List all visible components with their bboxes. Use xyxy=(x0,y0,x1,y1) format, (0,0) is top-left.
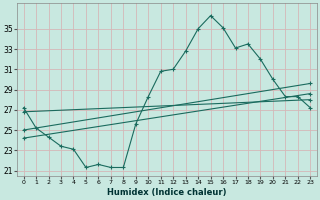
X-axis label: Humidex (Indice chaleur): Humidex (Indice chaleur) xyxy=(107,188,227,197)
